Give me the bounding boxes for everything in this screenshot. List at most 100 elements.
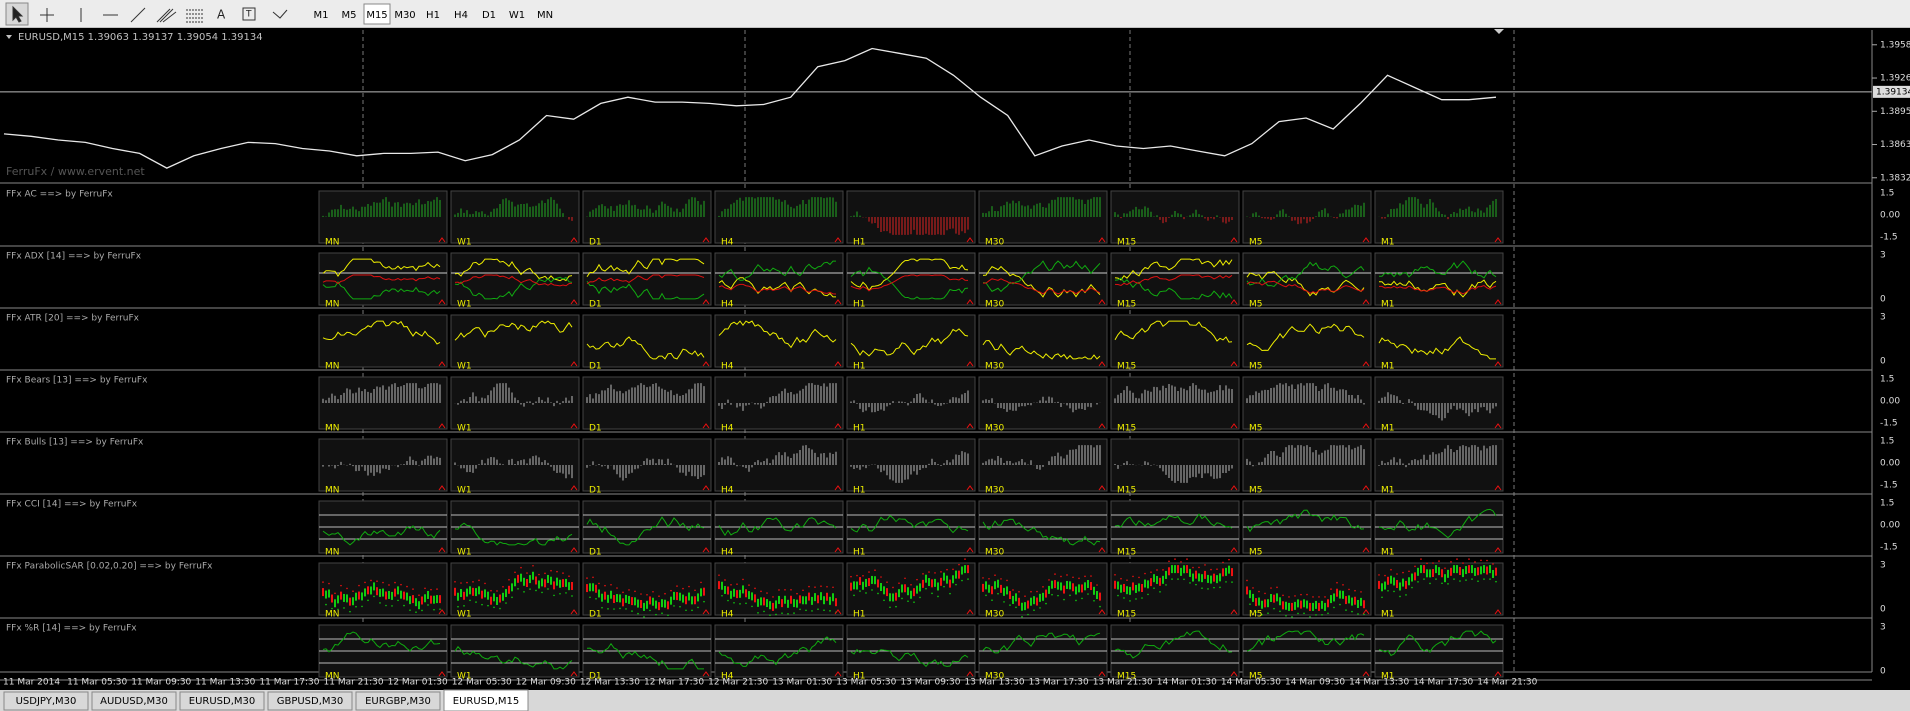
sar-dot xyxy=(613,608,615,610)
tab[interactable] xyxy=(267,691,353,711)
arrow-marker xyxy=(1098,299,1106,305)
price-label: 1.38950 xyxy=(1880,107,1910,117)
sar-dot xyxy=(910,583,912,586)
sar-dot xyxy=(328,582,330,585)
timeframe-label: M30 xyxy=(985,672,1004,682)
mini-panel xyxy=(1110,314,1240,368)
tab-label[interactable]: AUDUSD,M30 xyxy=(100,696,168,707)
tab[interactable] xyxy=(443,689,529,711)
tab-label[interactable]: USDJPY,M30 xyxy=(16,696,77,707)
candle xyxy=(934,578,936,587)
candle xyxy=(682,594,684,603)
indicator-line xyxy=(322,525,441,546)
arrow-marker xyxy=(1362,547,1370,553)
sar-dot xyxy=(691,609,693,612)
tab-label[interactable]: GBPUSD,M30 xyxy=(277,696,344,707)
sar-dot xyxy=(331,607,333,610)
candle xyxy=(1438,567,1440,576)
timeframe-label: M1 xyxy=(1381,610,1395,620)
candle xyxy=(700,588,702,597)
candle xyxy=(493,593,495,602)
tab[interactable] xyxy=(91,691,177,711)
sar-dot xyxy=(862,574,864,577)
candle xyxy=(1177,565,1179,574)
arrow-marker xyxy=(702,609,710,615)
tab-label[interactable]: EURGBP,M30 xyxy=(365,696,431,707)
arrow-marker xyxy=(834,671,842,677)
sar-dot xyxy=(358,584,360,587)
candle xyxy=(361,592,363,601)
candle xyxy=(688,592,690,601)
candle xyxy=(952,575,954,584)
timeframe-label: MN xyxy=(325,424,340,434)
sar-dot xyxy=(1330,588,1332,590)
sar-dot xyxy=(484,582,486,585)
candle xyxy=(499,594,501,603)
candle xyxy=(325,590,327,599)
timeframe-label: M5 xyxy=(1249,610,1263,620)
timeframe-button[interactable]: M30 xyxy=(394,10,415,21)
sar-dot xyxy=(514,571,516,574)
sar-dot xyxy=(1219,586,1221,589)
sar-dot xyxy=(961,579,963,582)
timeframe-button[interactable]: M5 xyxy=(342,10,357,21)
sar-dot xyxy=(1432,562,1434,564)
timeframe-label: M5 xyxy=(1249,300,1263,310)
timeframe-label: H1 xyxy=(853,424,866,434)
candle xyxy=(1495,567,1497,576)
timeframe-button[interactable]: M15 xyxy=(366,10,387,21)
candle xyxy=(1303,599,1305,608)
candle xyxy=(373,582,375,591)
sar-dot xyxy=(1321,614,1323,616)
time-label: 12 Mar 01:30 xyxy=(388,678,448,688)
tab[interactable] xyxy=(3,691,89,711)
sar-dot xyxy=(1216,568,1218,570)
arrow-marker xyxy=(966,361,974,367)
timeframe-label: M15 xyxy=(1117,362,1136,372)
timeframe-button[interactable]: M1 xyxy=(314,10,329,21)
candle xyxy=(733,588,735,597)
timeframe-label: W1 xyxy=(457,362,472,372)
candle xyxy=(1279,597,1281,606)
timeframe-label: MN xyxy=(325,486,340,496)
sar-dot xyxy=(772,596,774,598)
candle xyxy=(571,581,573,590)
arrow-marker xyxy=(1230,671,1238,677)
sar-dot xyxy=(346,587,348,590)
tab-label[interactable]: EURUSD,M15 xyxy=(453,696,519,707)
sar-dot xyxy=(1135,598,1137,600)
mini-panel xyxy=(714,252,844,306)
candle xyxy=(520,573,522,582)
candle xyxy=(1006,586,1008,595)
sar-dot xyxy=(1114,573,1116,576)
timeframe-button[interactable]: W1 xyxy=(509,10,525,21)
candle xyxy=(334,599,336,608)
sar-dot xyxy=(421,609,423,612)
arrow-marker xyxy=(438,299,446,305)
arrow-marker xyxy=(438,485,446,491)
tab[interactable] xyxy=(179,691,265,711)
sar-dot xyxy=(538,573,540,576)
sar-dot xyxy=(1036,590,1038,593)
sar-dot xyxy=(475,601,477,603)
timeframe-button[interactable]: D1 xyxy=(482,10,496,21)
timeframe-button[interactable]: MN xyxy=(537,10,553,21)
sar-dot xyxy=(409,609,411,611)
candle xyxy=(1381,583,1383,592)
tab-label[interactable]: EURUSD,M30 xyxy=(189,696,255,707)
tab[interactable] xyxy=(355,691,441,711)
sar-dot xyxy=(391,605,393,607)
candle xyxy=(676,592,678,601)
timeframe-button[interactable]: H4 xyxy=(454,10,468,21)
sar-dot xyxy=(1024,595,1026,597)
time-label: 13 Mar 17:30 xyxy=(1029,678,1089,688)
sar-dot xyxy=(775,613,777,616)
indicator-title: FFx %R [14] ==> by FerruFx xyxy=(6,624,137,634)
sar-dot xyxy=(1318,596,1320,598)
timeframe-button[interactable]: H1 xyxy=(426,10,440,21)
price-label: 1.39580 xyxy=(1880,40,1910,50)
indicator-line xyxy=(586,336,705,360)
timeframe-label: D1 xyxy=(589,238,602,248)
candle xyxy=(1225,567,1227,576)
